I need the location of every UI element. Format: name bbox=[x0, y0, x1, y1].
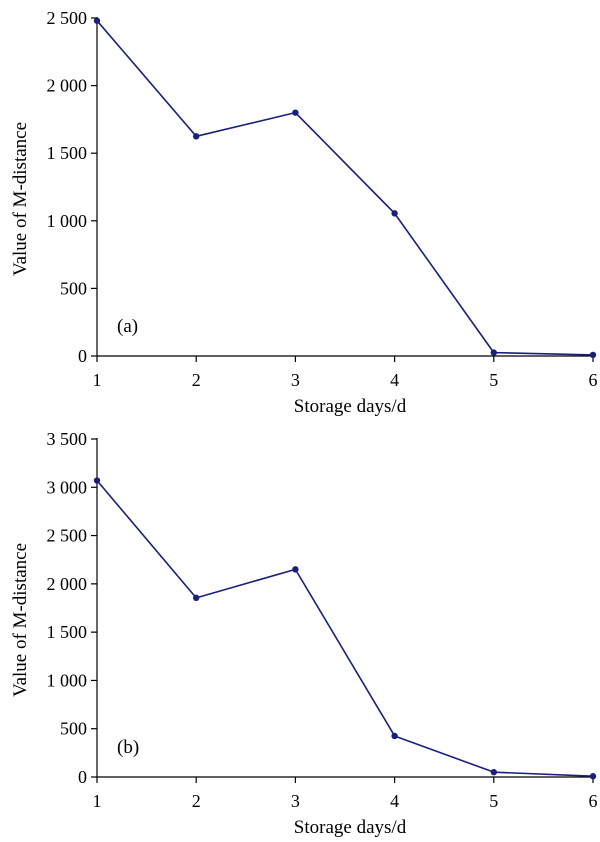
x-tick-label: 6 bbox=[589, 791, 598, 811]
y-tick-label: 0 bbox=[78, 767, 87, 787]
x-tick-label: 2 bbox=[192, 370, 201, 390]
x-tick-label: 3 bbox=[291, 370, 300, 390]
y-tick-label: 1 000 bbox=[47, 670, 88, 690]
data-point bbox=[292, 109, 299, 116]
x-tick-label: 4 bbox=[390, 791, 399, 811]
y-tick-label: 2 500 bbox=[47, 526, 88, 546]
y-tick-label: 500 bbox=[60, 278, 87, 298]
x-tick-label: 5 bbox=[489, 370, 498, 390]
data-point bbox=[93, 17, 101, 24]
data-point bbox=[93, 477, 101, 484]
data-point bbox=[589, 351, 597, 359]
data-point bbox=[292, 566, 299, 573]
y-tick-label: 3 500 bbox=[47, 429, 88, 449]
data-point bbox=[490, 349, 497, 356]
y-tick-label: 0 bbox=[78, 346, 87, 366]
x-tick-label: 6 bbox=[589, 370, 598, 390]
data-point bbox=[490, 768, 497, 776]
y-tick-label: 1 500 bbox=[47, 622, 88, 642]
x-tick-label: 1 bbox=[93, 791, 102, 811]
y-axis-title: Value of M-distance bbox=[10, 122, 31, 276]
y-tick-label: 3 000 bbox=[47, 477, 88, 497]
x-tick-label: 4 bbox=[390, 370, 399, 390]
data-point bbox=[193, 133, 200, 140]
data-point bbox=[391, 732, 398, 740]
y-tick-label: 2 000 bbox=[47, 574, 88, 594]
y-tick-label: 1 500 bbox=[47, 143, 88, 163]
y-tick-label: 2 500 bbox=[47, 8, 88, 28]
data-point bbox=[589, 773, 597, 780]
panel-label: (b) bbox=[117, 737, 139, 758]
x-tick-label: 3 bbox=[291, 791, 300, 811]
x-tick-label: 2 bbox=[192, 791, 201, 811]
x-tick-label: 5 bbox=[489, 791, 498, 811]
y-tick-label: 1 000 bbox=[47, 211, 88, 231]
x-axis-title: Storage days/d bbox=[294, 817, 407, 838]
series-line bbox=[96, 20, 594, 356]
chart-panel-b: 0 500 1 000 1 500 2 000 2 500 3 000 3 500 1 2 3 4 5 6… bbox=[10, 429, 598, 838]
panel-label: (a) bbox=[117, 316, 138, 337]
y-axis-title: Value of M-distance bbox=[10, 543, 31, 697]
y-tick-label: 2 000 bbox=[47, 76, 88, 96]
series-line bbox=[96, 480, 594, 778]
data-point bbox=[193, 594, 200, 602]
x-axis-title: Storage days/d bbox=[294, 396, 407, 417]
data-point bbox=[391, 210, 398, 217]
y-tick-label: 500 bbox=[60, 719, 87, 739]
chart-panel-a: 0 500 1 000 1 500 2 000 2 500 1 2 3 4 5 6 Storage da… bbox=[10, 8, 598, 417]
x-tick-label: 1 bbox=[93, 370, 102, 390]
